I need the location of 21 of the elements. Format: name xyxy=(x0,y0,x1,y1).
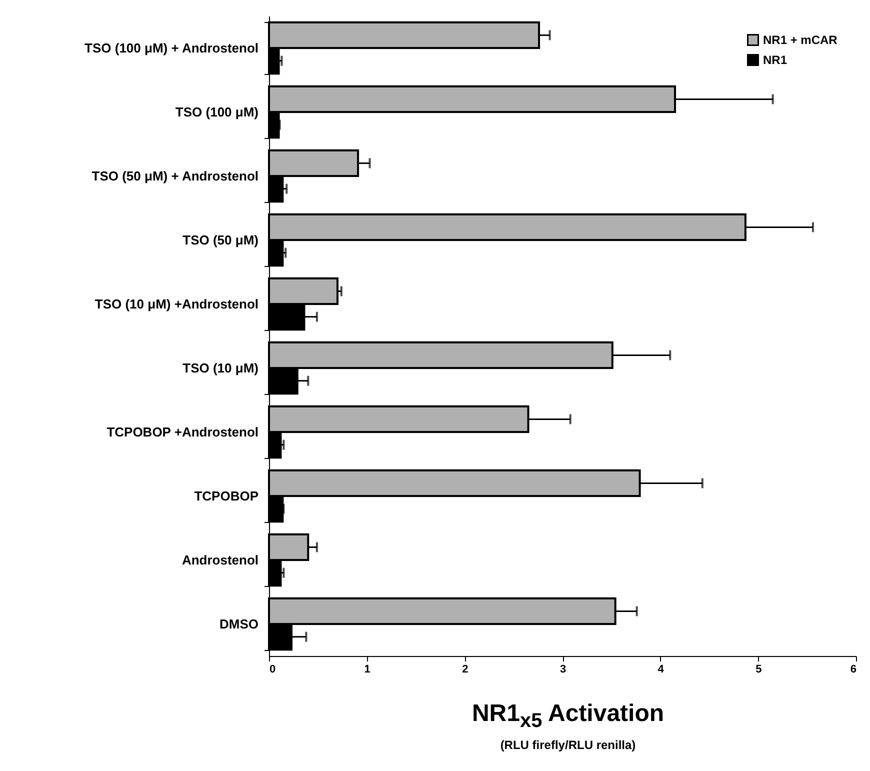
y-tick-label: TSO (50 μM) xyxy=(182,232,258,248)
text: (RLU firefly/RLU renilla) xyxy=(499,738,637,752)
y-tick-label: TCPOBOP +Androstenol xyxy=(106,424,258,440)
y-tick-label: DMSO xyxy=(220,616,258,632)
y-tick-label: TSO (50 μM) + Androstenol xyxy=(92,168,258,184)
y-tick-label: TCPOBOP xyxy=(194,488,259,504)
x-tick-label: 2 xyxy=(462,664,468,676)
y-tick-label: TSO (10 μM) xyxy=(182,360,258,376)
y-tick-label: TSO (100 μM) + Androstenol xyxy=(84,40,258,56)
y-tick-label: Androstenol xyxy=(182,552,258,568)
x-tick-label: 5 xyxy=(756,664,762,676)
legend-label: NR1 xyxy=(763,53,788,67)
y-tick-label: TSO (10 μM) +Androstenol xyxy=(94,296,258,312)
x-tick-label: 6 xyxy=(850,664,856,676)
x-axis-title: NR1$_{x5}$ Activation xyxy=(470,700,666,733)
legend-label: NR1 + mCAR xyxy=(763,33,838,47)
x-tick-label: 4 xyxy=(658,664,665,676)
x-tick-label: 3 xyxy=(560,664,566,676)
y-tick-label: TSO (100 μM) xyxy=(175,104,258,120)
x-tick-label: 0 xyxy=(270,664,276,676)
x-tick-label: 1 xyxy=(364,664,370,676)
